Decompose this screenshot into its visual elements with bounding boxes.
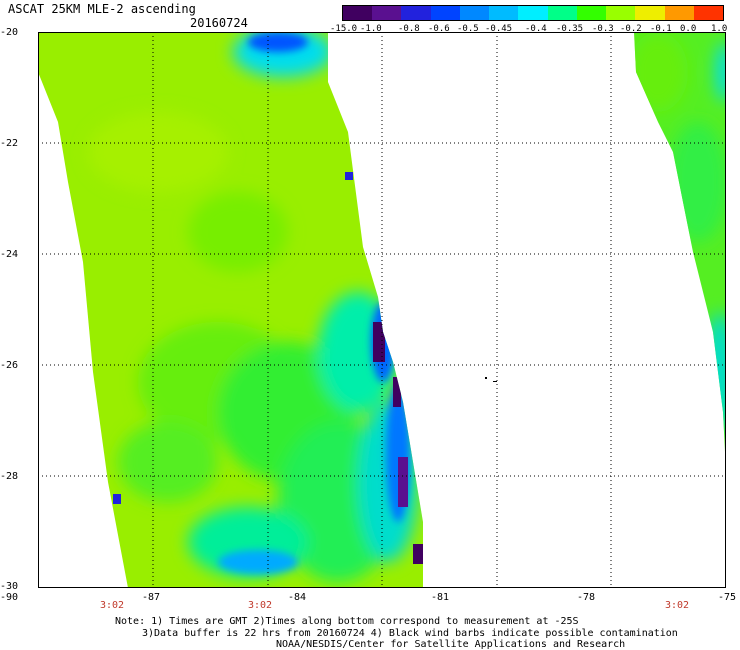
colorbar-tick-label: -0.8 (398, 24, 420, 34)
chart-title: ASCAT 25KM MLE-2 ascending (8, 2, 196, 16)
colorbar-segment (401, 6, 431, 20)
colorbar-segment (518, 6, 548, 20)
chart-date: 20160724 (190, 16, 248, 30)
lat-label: -20 (0, 27, 19, 38)
colorbar-segment (576, 6, 607, 20)
time-label: 3:02 (665, 600, 690, 611)
colorbar-tick-label: -0.6 (428, 24, 450, 34)
colorbar-ticks: -15.0 -1.0 -0.8 -0.6 -0.5 -0.45 -0.4 -0.… (330, 24, 730, 36)
colorbar-segment (372, 6, 402, 20)
colorbar-tick-label: -0.5 (457, 24, 479, 34)
colorbar-segment (606, 6, 636, 20)
lon-label: -87 (142, 592, 161, 603)
lat-label: -28 (0, 471, 19, 482)
colorbar-tick-label: -0.4 (525, 24, 547, 34)
colorbar-tick-label: -0.45 (485, 24, 513, 34)
note-line-2: 3)Data buffer is 22 hrs from 20160724 4)… (142, 628, 678, 639)
colorbar-segment (547, 6, 577, 20)
colorbar-tick-label: 1.0 (711, 24, 728, 34)
lon-label: -84 (288, 592, 307, 603)
time-label: 3:02 (100, 600, 125, 611)
colorbar-tick-label: -0.2 (620, 24, 642, 34)
map-frame (38, 32, 726, 588)
lat-label: -30 (0, 581, 19, 592)
colorbar-tick-label: 0.0 (680, 24, 697, 34)
colorbar-tick-label: -0.35 (556, 24, 584, 34)
time-label: 3:02 (248, 600, 273, 611)
note-line-1: Note: 1) Times are GMT 2)Times along bot… (115, 616, 579, 627)
lat-label: -24 (0, 249, 19, 260)
lat-label: -26 (0, 360, 19, 371)
scatterometer-map (38, 32, 726, 588)
lon-label: -90 (0, 592, 19, 603)
graticule (38, 32, 726, 588)
island-marker (485, 377, 487, 379)
colorbar-segment (693, 6, 724, 20)
colorbar-tick-label: -0.3 (592, 24, 614, 34)
lat-label: -22 (0, 138, 19, 149)
colorbar-segment (430, 6, 460, 20)
colorbar (342, 5, 724, 21)
island-marker (493, 381, 497, 382)
colorbar-segment (489, 6, 519, 20)
note-line-3: NOAA/NESDIS/Center for Satellite Applica… (276, 639, 626, 650)
colorbar-tick-label: -15.0 (330, 24, 358, 34)
colorbar-segment (664, 6, 694, 20)
colorbar-segment (343, 6, 373, 20)
colorbar-segment (635, 6, 665, 20)
lon-label: -81 (431, 592, 450, 603)
lon-label: -78 (577, 592, 596, 603)
colorbar-tick-label: -1.0 (360, 24, 382, 34)
colorbar-segment (459, 6, 490, 20)
lon-label: -75 (718, 592, 737, 603)
colorbar-tick-label: -0.1 (650, 24, 672, 34)
